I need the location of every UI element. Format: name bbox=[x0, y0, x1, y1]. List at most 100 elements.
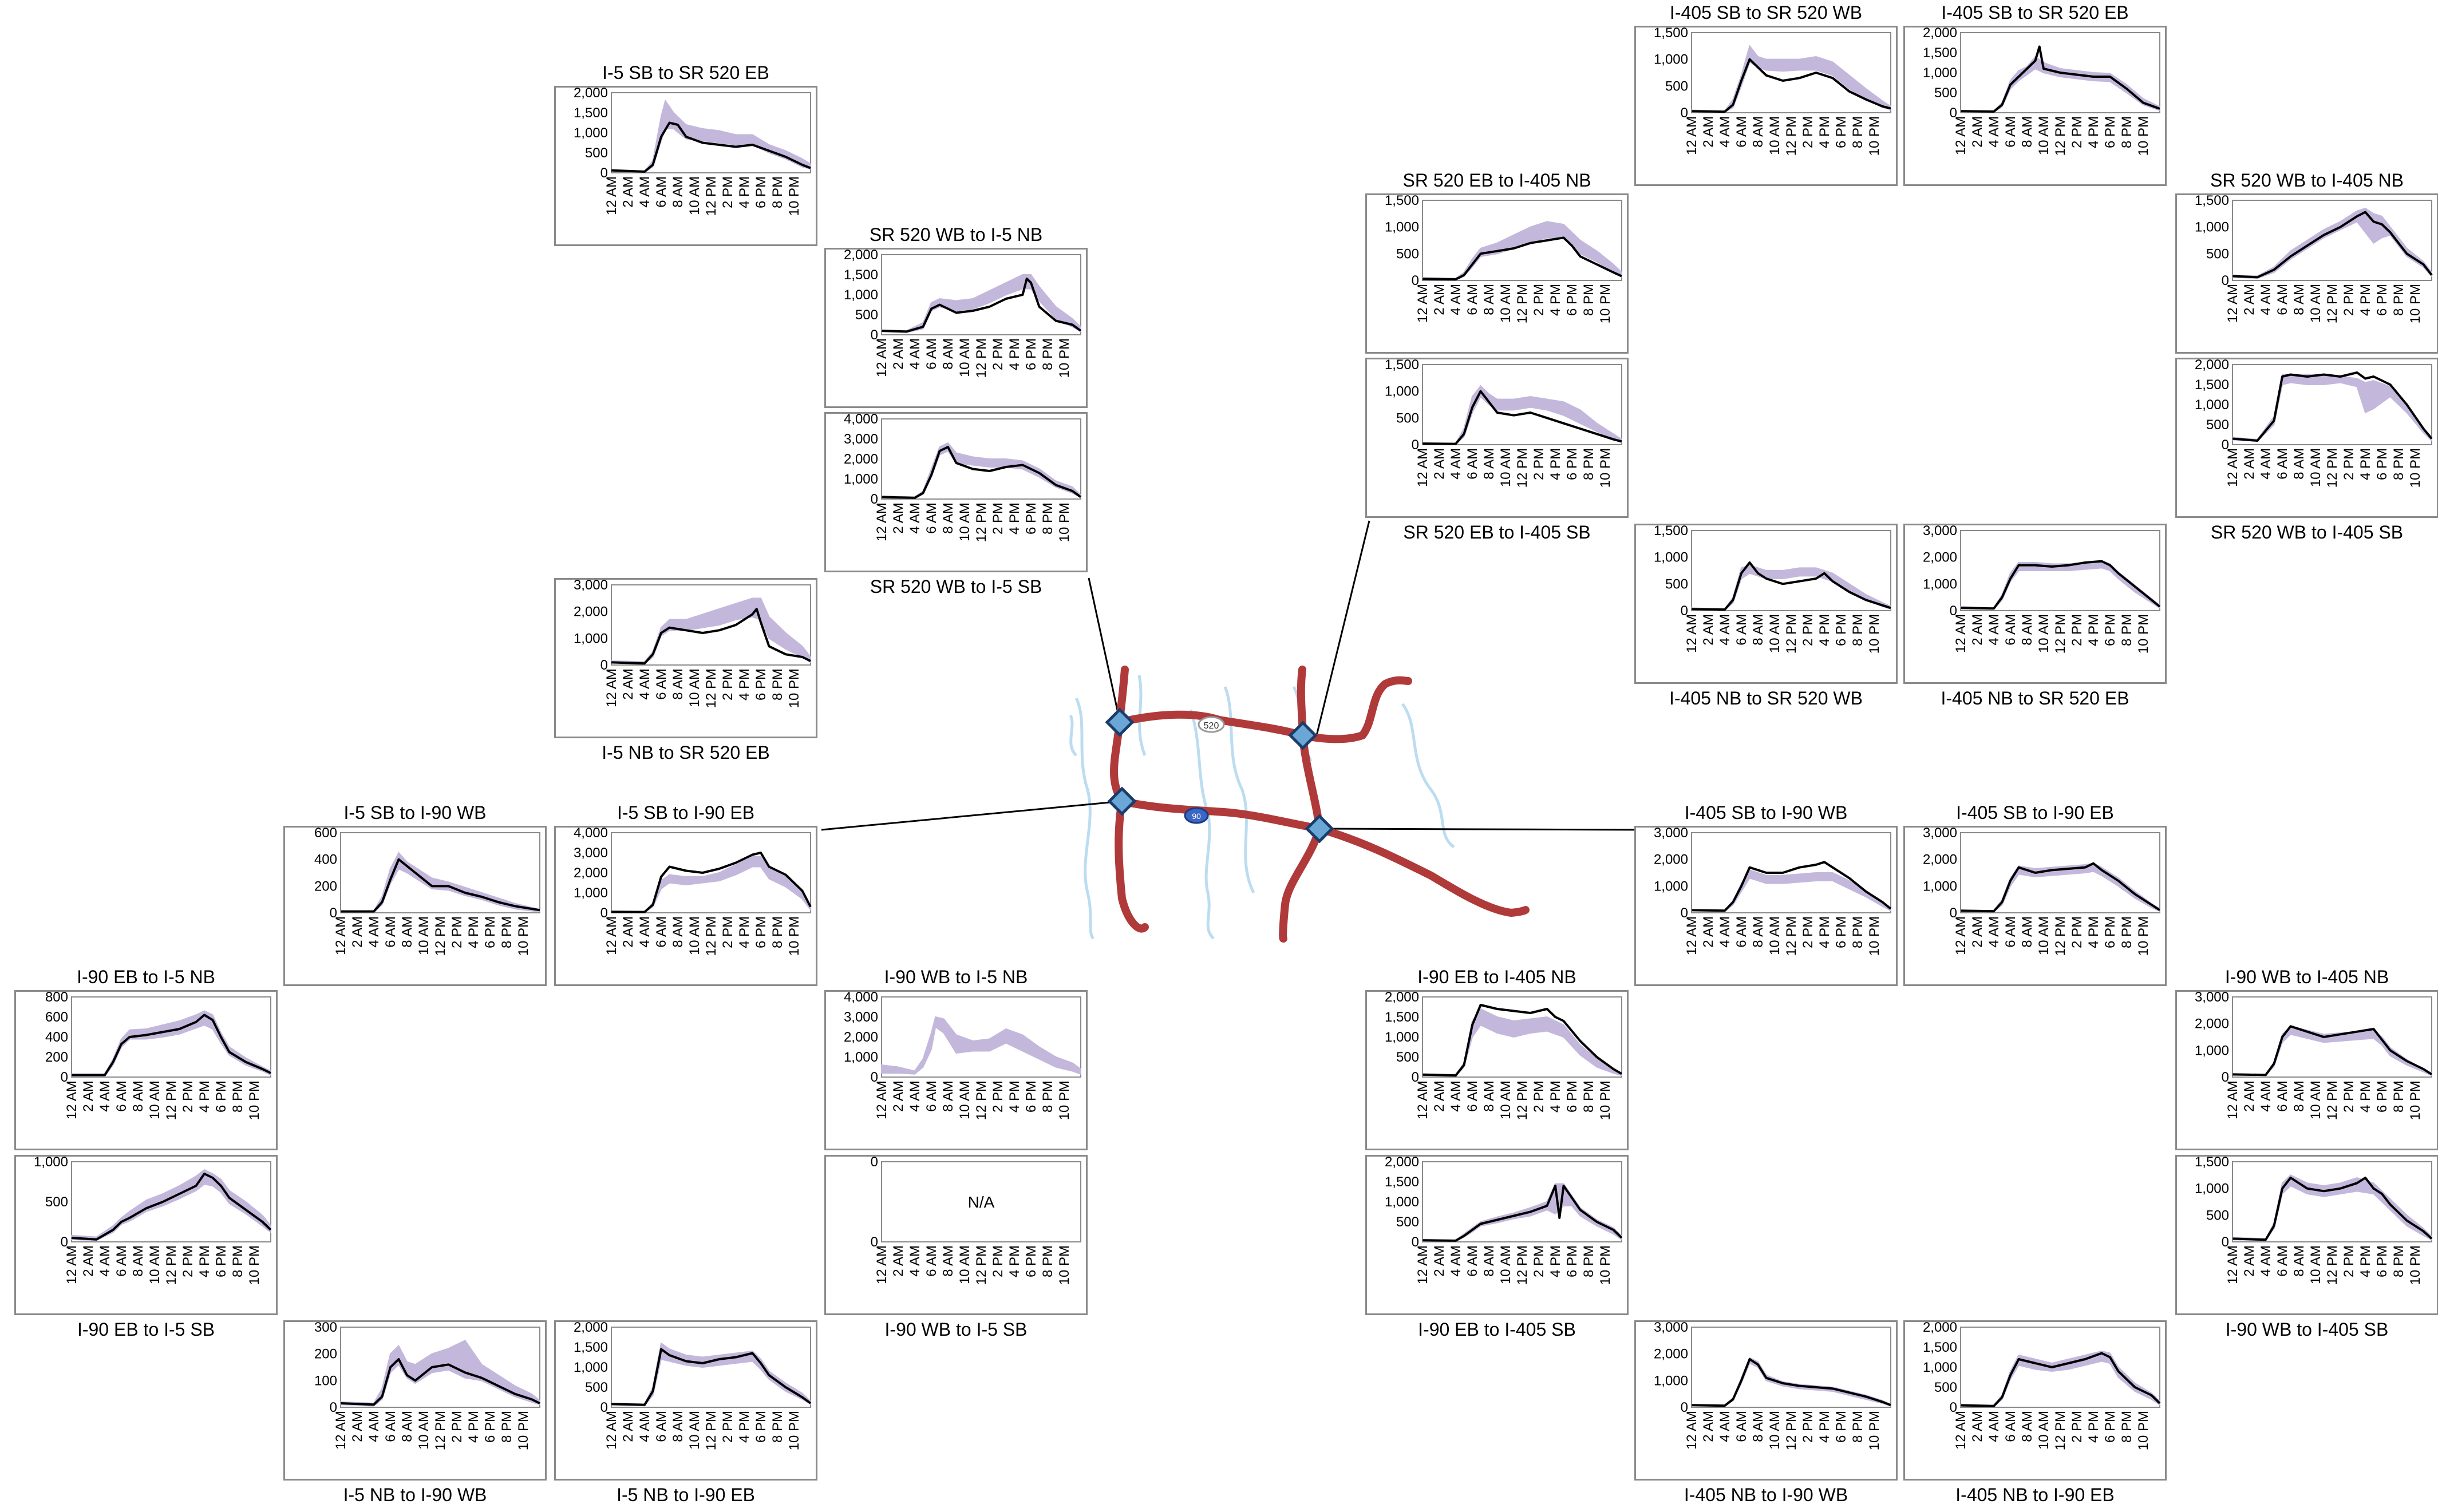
range-band bbox=[1422, 385, 1622, 445]
x-tick-label: 8 PM bbox=[2119, 916, 2135, 948]
x-tick-label: 4 PM bbox=[1007, 1245, 1022, 1277]
x-tick-label: 2 PM bbox=[990, 1245, 1006, 1277]
x-tick-label: 10 AM bbox=[2036, 116, 2052, 155]
x-tick-label: 8 PM bbox=[499, 916, 515, 948]
y-tick-label: 500 bbox=[1396, 1050, 1419, 1065]
range-band bbox=[2232, 1026, 2432, 1076]
x-tick-label: 2 AM bbox=[891, 502, 906, 534]
y-tick-label: 1,500 bbox=[1385, 1174, 1419, 1190]
chart-title: I-405 NB to SR 520 WB bbox=[1669, 688, 1863, 708]
x-tick-label: 2 PM bbox=[1800, 614, 1816, 646]
y-tick-label: 200 bbox=[45, 1050, 68, 1065]
x-tick-label: 2 PM bbox=[449, 1411, 465, 1443]
x-tick-label: 2 PM bbox=[990, 502, 1006, 535]
y-tick-label: 0 bbox=[2222, 1070, 2229, 1085]
chart-title: I-5 NB to I-90 WB bbox=[343, 1485, 487, 1505]
y-tick-label: 200 bbox=[314, 1347, 337, 1362]
x-tick-label: 10 AM bbox=[687, 668, 702, 707]
x-tick-label: 6 AM bbox=[2003, 1411, 2018, 1442]
x-tick-label: 4 PM bbox=[466, 1411, 481, 1443]
x-tick-label: 8 PM bbox=[1581, 1080, 1597, 1113]
x-tick-label: 12 PM bbox=[704, 1411, 719, 1450]
x-tick-label: 4 PM bbox=[2358, 448, 2373, 480]
x-tick-label: 10 PM bbox=[1867, 614, 1882, 654]
x-tick-label: 12 AM bbox=[1415, 1245, 1431, 1284]
y-tick-label: 0 bbox=[871, 1070, 878, 1085]
range-band bbox=[611, 1342, 811, 1407]
x-tick-label: 12 PM bbox=[2053, 1411, 2068, 1450]
chart-svg: 0 500 1,000 1,500 2,000 12 AM 2 AM 4 AM 6 AM 8 AM… bbox=[1923, 27, 2160, 156]
x-tick-label: 10 AM bbox=[1498, 448, 1514, 487]
x-tick-label: 2 AM bbox=[2242, 1080, 2257, 1112]
range-band bbox=[881, 1016, 1081, 1075]
x-tick-label: 8 AM bbox=[1481, 448, 1497, 480]
x-tick-label: 8 AM bbox=[1751, 1411, 1766, 1442]
x-tick-label: 10 AM bbox=[957, 338, 973, 377]
x-tick-label: 2 PM bbox=[1800, 116, 1816, 148]
x-tick-label: 4 AM bbox=[366, 916, 382, 948]
x-tick-label: 2 AM bbox=[1970, 614, 1985, 646]
x-tick-label: 6 PM bbox=[1024, 1245, 1039, 1277]
x-tick-label: 4 AM bbox=[1448, 1245, 1464, 1277]
x-tick-label: 12 AM bbox=[1684, 614, 1700, 653]
x-tick-label: 12 AM bbox=[2225, 1080, 2241, 1119]
y-tick-label: 2,000 bbox=[1654, 852, 1688, 868]
x-tick-label: 6 PM bbox=[2374, 448, 2390, 480]
chart-panel: 0 500 1,000 1,500 12 AM 2 AM 4 AM 6 AM 8 AM 10 AM… bbox=[1634, 26, 1898, 186]
y-tick-label: 4,000 bbox=[844, 414, 878, 427]
chart-svg: 0 500 1,000 1,500 12 AM 2 AM 4 AM 6 AM 8 AM 10 AM… bbox=[1654, 525, 1891, 654]
x-tick-label: 4 PM bbox=[2086, 116, 2101, 148]
y-tick-label: 300 bbox=[314, 1322, 337, 1335]
x-tick-label: 10 AM bbox=[2036, 614, 2052, 653]
x-tick-label: 4 PM bbox=[1007, 502, 1022, 535]
y-tick-label: 3,000 bbox=[2195, 992, 2229, 1005]
plot-frame bbox=[1691, 832, 1891, 913]
y-tick-label: 2,000 bbox=[1385, 992, 1419, 1005]
chart-svg: 0 500 1,000 1,500 12 AM 2 AM 4 AM 6 AM 8 AM 10 AM… bbox=[1385, 359, 1622, 488]
x-tick-label: 2 PM bbox=[720, 668, 736, 700]
y-tick-label: 0 bbox=[1681, 603, 1688, 619]
x-tick-label: 4 AM bbox=[1448, 284, 1464, 315]
y-tick-label: 500 bbox=[585, 1380, 608, 1395]
y-tick-label: 500 bbox=[855, 307, 878, 323]
y-tick-label: 1,000 bbox=[2195, 1181, 2229, 1197]
x-tick-label: 12 AM bbox=[874, 502, 890, 541]
y-tick-label: 0 bbox=[330, 905, 337, 921]
y-tick-label: 100 bbox=[314, 1373, 337, 1388]
y-tick-label: 2,000 bbox=[844, 250, 878, 263]
x-tick-label: 6 AM bbox=[924, 338, 939, 370]
chart-panel: 0 1,000 2,000 3,000 12 AM 2 AM 4 AM 6 AM 8 AM 10 … bbox=[1634, 826, 1898, 986]
x-tick-label: 12 AM bbox=[1415, 1080, 1431, 1119]
x-tick-label: 10 PM bbox=[1598, 284, 1613, 323]
x-tick-label: 12 PM bbox=[974, 1245, 989, 1285]
y-tick-label: 0 bbox=[1950, 603, 1957, 619]
x-tick-label: 10 PM bbox=[2408, 284, 2423, 323]
y-tick-label: 500 bbox=[1396, 410, 1419, 426]
x-tick-label: 6 AM bbox=[2275, 284, 2290, 315]
x-tick-label: 2 PM bbox=[2341, 1245, 2357, 1277]
chart-panel: 0 500 1,000 12 AM 2 AM 4 AM 6 AM 8 AM 10 AM 12 PM… bbox=[14, 1155, 278, 1315]
x-tick-label: 10 PM bbox=[2136, 116, 2151, 156]
x-tick-label: 4 AM bbox=[1717, 116, 1733, 148]
x-tick-label: 12 PM bbox=[1784, 614, 1799, 654]
x-tick-label: 2 PM bbox=[2341, 448, 2357, 480]
y-tick-label: 2,000 bbox=[574, 604, 608, 620]
x-tick-label: 2 AM bbox=[81, 1245, 96, 1277]
x-tick-label: 8 PM bbox=[230, 1080, 246, 1113]
plot-frame bbox=[1422, 996, 1622, 1078]
x-tick-label: 6 AM bbox=[1465, 1080, 1480, 1112]
y-tick-label: 600 bbox=[45, 1010, 68, 1025]
chart-title: I-405 NB to I-90 WB bbox=[1684, 1485, 1848, 1505]
range-band bbox=[1691, 869, 1891, 912]
current-line bbox=[341, 858, 540, 913]
x-tick-label: 6 AM bbox=[1465, 1245, 1480, 1277]
x-tick-label: 4 AM bbox=[1448, 448, 1464, 480]
x-tick-label: 10 AM bbox=[147, 1245, 163, 1284]
x-tick-label: 8 AM bbox=[941, 1245, 956, 1277]
x-tick-label: 12 PM bbox=[1515, 1080, 1530, 1120]
x-tick-label: 4 PM bbox=[2358, 1080, 2373, 1113]
y-tick-label: 0 bbox=[1950, 905, 1957, 921]
x-tick-label: 4 PM bbox=[737, 668, 752, 700]
